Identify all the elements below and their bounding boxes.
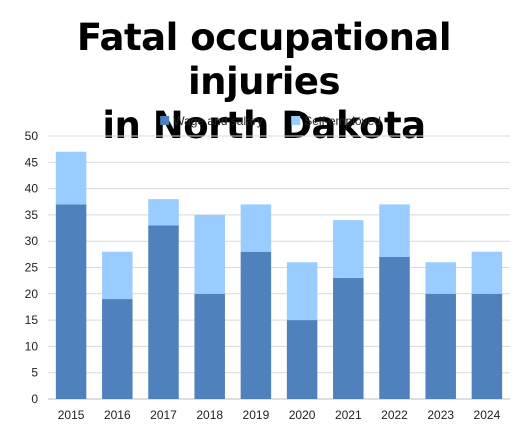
x-tick-label: 2016 <box>104 408 131 422</box>
chart-title-line-1: Fatal occupational injuries <box>76 16 452 103</box>
x-axis: 2015 2016 2017 2018 2019 2020 2021 2022 2023 2024 <box>58 408 501 422</box>
bar-self-employed-2015 <box>55 151 87 205</box>
bar-self-employed-2020 <box>286 262 318 321</box>
bar-wage-and-salary-2018 <box>194 293 225 399</box>
legend-swatch <box>291 116 301 125</box>
bar-self-employed-2016 <box>102 251 133 300</box>
bar-wage-and-salary-2016 <box>102 299 133 399</box>
x-tick-label: 2024 <box>474 408 501 422</box>
bar-wage-and-salary-2024 <box>471 293 503 399</box>
y-tick-label: 45 <box>25 155 39 169</box>
x-tick-label: 2018 <box>196 408 223 422</box>
bar-wage-and-salary-2015 <box>55 204 87 399</box>
bar-self-employed-2022 <box>379 204 410 257</box>
y-tick-label: 20 <box>25 287 39 301</box>
x-tick-label: 2015 <box>58 408 85 422</box>
y-tick-label: 25 <box>25 261 39 275</box>
bar-self-employed-2023 <box>425 262 456 294</box>
bar-self-employed-2019 <box>240 204 272 252</box>
legend-label: Wage and salary <box>173 114 263 128</box>
bar-self-employed-2017 <box>148 199 179 226</box>
y-tick-label: 0 <box>31 392 38 406</box>
bar-self-employed-2021 <box>333 220 364 279</box>
y-tick-label: 50 <box>25 129 39 143</box>
chart-legend: Wage and salary Self-employed <box>160 114 381 128</box>
x-tick-label: 2020 <box>289 408 316 422</box>
y-tick-label: 30 <box>25 234 39 248</box>
bar-wage-and-salary-2022 <box>379 256 410 399</box>
bar-self-employed-2024 <box>471 251 503 294</box>
x-tick-label: 2019 <box>243 408 270 422</box>
x-tick-label: 2022 <box>381 408 408 422</box>
bar-wage-and-salary-2021 <box>333 278 364 399</box>
bar-self-employed-2018 <box>194 214 225 294</box>
legend-label: Self-employed <box>304 114 381 128</box>
x-tick-label: 2023 <box>427 408 454 422</box>
bar-wage-and-salary-2023 <box>425 293 456 399</box>
bar-wage-and-salary-2017 <box>148 225 179 399</box>
bar-wage-and-salary-2019 <box>240 251 272 399</box>
x-tick-label: 2017 <box>150 408 177 422</box>
chart-bars <box>55 151 503 399</box>
y-tick-label: 35 <box>25 208 39 222</box>
chart-title: Fatal occupational injuries in North Dak… <box>0 16 528 148</box>
y-tick-label: 10 <box>25 339 39 353</box>
legend-swatch <box>160 116 170 125</box>
y-tick-label: 40 <box>25 182 39 196</box>
chart-title-line-2: in North Dakota <box>102 104 426 147</box>
bar-wage-and-salary-2020 <box>286 320 318 399</box>
y-tick-label: 5 <box>31 366 38 380</box>
x-tick-label: 2021 <box>335 408 362 422</box>
y-tick-label: 15 <box>25 313 39 327</box>
y-axis: 0 5 10 15 20 25 30 35 40 45 50 <box>25 129 39 406</box>
